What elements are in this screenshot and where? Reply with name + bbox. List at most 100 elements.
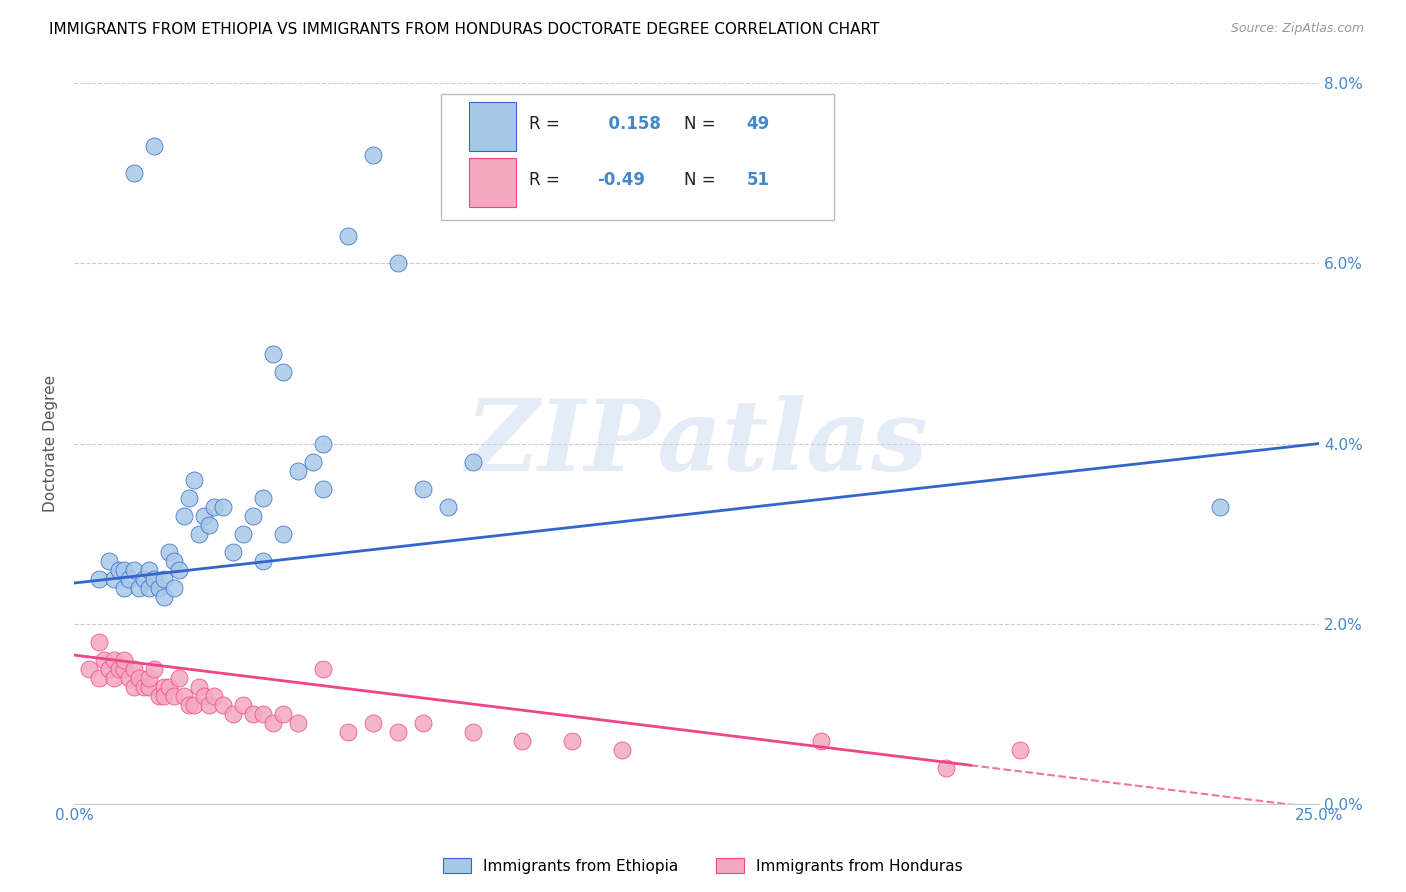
Point: [242, 508, 264, 523]
Point: [108, 662, 131, 676]
FancyBboxPatch shape: [441, 95, 834, 220]
Point: [312, 482, 335, 496]
Text: N =: N =: [685, 171, 716, 189]
Point: [148, 689, 170, 703]
Point: [242, 706, 264, 721]
Point: [108, 563, 131, 577]
Text: N =: N =: [685, 115, 716, 133]
Point: [252, 706, 274, 721]
Point: [138, 563, 160, 577]
Point: [232, 698, 254, 712]
Point: [262, 346, 284, 360]
Point: [183, 473, 205, 487]
Point: [193, 508, 215, 523]
Point: [103, 671, 125, 685]
Point: [152, 590, 174, 604]
Point: [361, 148, 384, 162]
Point: [412, 482, 434, 496]
Point: [128, 581, 150, 595]
Point: [118, 671, 141, 685]
Point: [122, 563, 145, 577]
Point: [138, 680, 160, 694]
Point: [122, 662, 145, 676]
Point: [232, 526, 254, 541]
Point: [197, 698, 219, 712]
Point: [222, 544, 245, 558]
Point: [157, 544, 180, 558]
Point: [287, 715, 309, 730]
Point: [387, 256, 409, 270]
Point: [387, 724, 409, 739]
Point: [128, 671, 150, 685]
Point: [138, 671, 160, 685]
Point: [312, 662, 335, 676]
Point: [271, 364, 294, 378]
Point: [302, 454, 325, 468]
Point: [132, 572, 155, 586]
Point: [197, 517, 219, 532]
Point: [122, 680, 145, 694]
Point: [262, 715, 284, 730]
Point: [112, 581, 135, 595]
Point: [610, 742, 633, 756]
Point: [173, 508, 195, 523]
Point: [287, 464, 309, 478]
Point: [1010, 742, 1032, 756]
Point: [810, 733, 832, 747]
Point: [157, 680, 180, 694]
Point: [167, 563, 190, 577]
Point: [436, 500, 458, 514]
Point: [87, 634, 110, 648]
Point: [167, 671, 190, 685]
Point: [187, 680, 209, 694]
Point: [118, 572, 141, 586]
FancyBboxPatch shape: [468, 102, 516, 151]
Point: [271, 706, 294, 721]
Text: Source: ZipAtlas.com: Source: ZipAtlas.com: [1230, 22, 1364, 36]
Point: [138, 581, 160, 595]
Point: [77, 662, 100, 676]
FancyBboxPatch shape: [468, 158, 516, 207]
Point: [177, 491, 200, 505]
Point: [212, 500, 235, 514]
Point: [271, 526, 294, 541]
Text: 49: 49: [747, 115, 769, 133]
Point: [112, 662, 135, 676]
Point: [103, 572, 125, 586]
Point: [461, 724, 484, 739]
Point: [202, 689, 225, 703]
Point: [122, 166, 145, 180]
Point: [112, 652, 135, 666]
Point: [142, 662, 165, 676]
Point: [173, 689, 195, 703]
Text: R =: R =: [529, 171, 560, 189]
Point: [163, 553, 186, 567]
Point: [148, 581, 170, 595]
Point: [212, 698, 235, 712]
Point: [87, 671, 110, 685]
Point: [312, 436, 335, 450]
Legend: Immigrants from Ethiopia, Immigrants from Honduras: Immigrants from Ethiopia, Immigrants fro…: [437, 852, 969, 880]
Point: [252, 491, 274, 505]
Point: [142, 139, 165, 153]
Point: [461, 454, 484, 468]
Point: [337, 229, 360, 244]
Text: 0.158: 0.158: [598, 115, 661, 133]
Point: [152, 572, 174, 586]
Point: [97, 553, 120, 567]
Point: [112, 563, 135, 577]
Point: [183, 698, 205, 712]
Point: [142, 572, 165, 586]
Point: [222, 706, 245, 721]
Text: -0.49: -0.49: [598, 171, 645, 189]
Point: [87, 572, 110, 586]
Point: [93, 652, 115, 666]
Point: [1208, 500, 1230, 514]
Point: [412, 715, 434, 730]
Text: R =: R =: [529, 115, 560, 133]
Point: [935, 761, 957, 775]
Text: IMMIGRANTS FROM ETHIOPIA VS IMMIGRANTS FROM HONDURAS DOCTORATE DEGREE CORRELATIO: IMMIGRANTS FROM ETHIOPIA VS IMMIGRANTS F…: [49, 22, 880, 37]
Point: [510, 733, 533, 747]
Point: [337, 724, 360, 739]
Point: [361, 715, 384, 730]
